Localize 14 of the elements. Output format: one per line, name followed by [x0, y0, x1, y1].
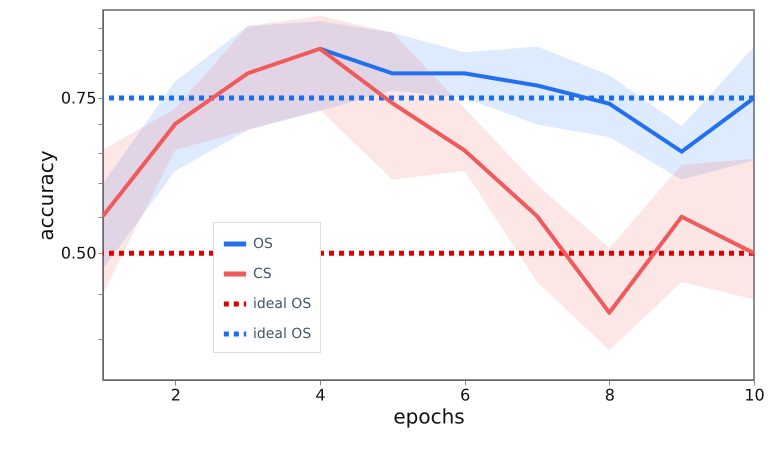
x-axis-title: epochs: [393, 404, 465, 428]
y-tick-label: 0.50: [60, 244, 96, 263]
x-tick-label: 6: [460, 386, 470, 404]
x-tick-label: 2: [170, 386, 181, 404]
legend-label: ideal OS: [253, 296, 312, 312]
y-tick-label: 0.75: [60, 88, 96, 108]
x-tick-label: 4: [315, 386, 326, 404]
x-tick-label: 10: [744, 386, 765, 404]
y-axis-title: accuracy: [34, 150, 58, 241]
legend-label: CS: [253, 266, 272, 282]
legend-label: OS: [253, 236, 274, 252]
x-tick-label: 8: [604, 386, 615, 404]
legend-label: ideal OS: [253, 326, 312, 342]
line-series: [101, 46, 756, 315]
